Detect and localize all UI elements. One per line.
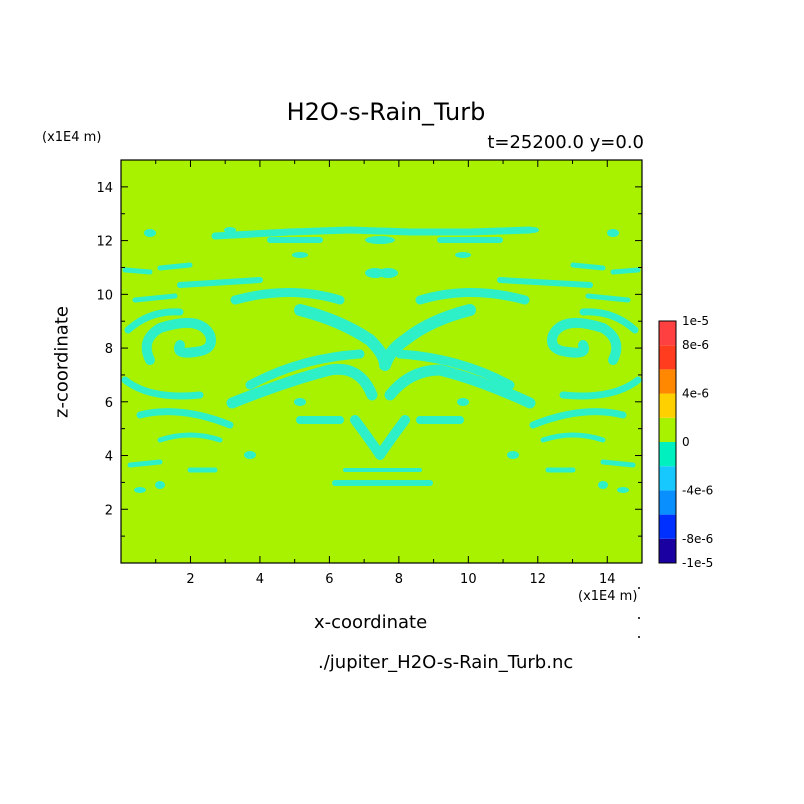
negative-centre-lobe [350, 415, 410, 460]
colorbar-label: 4e-6 [682, 387, 709, 401]
colorbar-label: 0 [682, 435, 690, 449]
negative-arc-upper [230, 288, 530, 305]
colorbar-segment [659, 514, 676, 539]
negative-blob-r7 [457, 398, 469, 406]
negative-blob-l2 [292, 252, 308, 258]
y-tick-label: 12 [96, 235, 113, 250]
colorbar-segment [659, 442, 676, 467]
negative-blob-r4 [617, 487, 629, 493]
chart-subtitle: t=25200.0 y=0.0 [487, 132, 644, 153]
colorbar-label: -4e-6 [682, 483, 713, 497]
negative-wave-mid [226, 363, 536, 409]
negative-low-left [127, 432, 223, 473]
y-tick-label: 4 [105, 450, 113, 465]
marker-dot [638, 617, 640, 619]
colorbar-label: 1e-5 [682, 314, 709, 328]
negative-low-right [540, 432, 636, 473]
x-tick-label: 12 [530, 572, 547, 587]
y-tick-label: 14 [96, 181, 113, 196]
negative-blob-r1 [378, 268, 398, 278]
negative-blob-r3 [527, 227, 539, 233]
negative-swirl-left [141, 317, 216, 365]
negative-blob-l0 [144, 229, 156, 237]
colorbar-segment [659, 417, 676, 442]
colorbar-label: -8e-6 [682, 532, 713, 546]
colorbar-segment [659, 321, 676, 346]
x-tick-label: 2 [186, 572, 194, 587]
colorbar-segment [659, 369, 676, 394]
negative-blob-l6 [244, 451, 256, 459]
y-tick-label: 8 [105, 342, 113, 357]
negative-streak [177, 277, 593, 288]
x-tick-label: 10 [460, 572, 477, 587]
negative-region-group [121, 226, 642, 493]
negative-swirl-right [547, 317, 622, 365]
negative-arm-right [529, 308, 642, 429]
colorbar-segment [659, 466, 676, 491]
negative-blob-l3 [224, 227, 236, 233]
colorbar-segment [659, 538, 676, 563]
x-tick-label: 6 [325, 572, 333, 587]
negative-blob-r6 [507, 451, 519, 459]
negative-valley [294, 304, 476, 371]
negative-blob-l4 [134, 487, 146, 493]
negative-upper-left [122, 262, 193, 303]
colorbar-frame [658, 320, 677, 564]
negative-blob-r2 [455, 252, 471, 258]
source-filename: ./jupiter_H2O-s-Rain_Turb.nc [318, 652, 574, 673]
plot-frame [120, 159, 643, 564]
negative-band-top [211, 226, 534, 240]
negative-blob-r0 [607, 229, 619, 237]
marker-dot [638, 636, 640, 638]
y-tick-label: 2 [105, 503, 113, 518]
colorbar-label: -1e-5 [682, 556, 713, 570]
chart-title: H2O-s-Rain_Turb [286, 98, 486, 126]
x-tick-label: 4 [256, 572, 264, 587]
x-tick-label: 14 [599, 572, 616, 587]
colorbar-label: 8e-6 [682, 338, 709, 352]
negative-blob-l7 [294, 398, 306, 406]
negative-arm-left [121, 308, 234, 429]
negative-blob-r5 [598, 481, 608, 489]
y-axis-unit: (x1E4 m) [42, 130, 102, 145]
marker-dot [638, 587, 640, 589]
colorbar-segment [659, 345, 676, 370]
negative-blob-l5 [155, 481, 165, 489]
negative-upper-right [570, 262, 641, 303]
x-tick-label: 8 [395, 572, 403, 587]
colorbar-segment [659, 490, 676, 515]
x-axis-label: x-coordinate [314, 612, 428, 633]
y-tick-label: 10 [96, 288, 113, 303]
x-axis-unit: (x1E4 m) [578, 589, 638, 604]
colorbar-segment [659, 393, 676, 418]
negative-wave-mid-2 [245, 349, 515, 390]
y-tick-label: 6 [105, 396, 113, 411]
negative-blob-center-top [365, 236, 395, 244]
